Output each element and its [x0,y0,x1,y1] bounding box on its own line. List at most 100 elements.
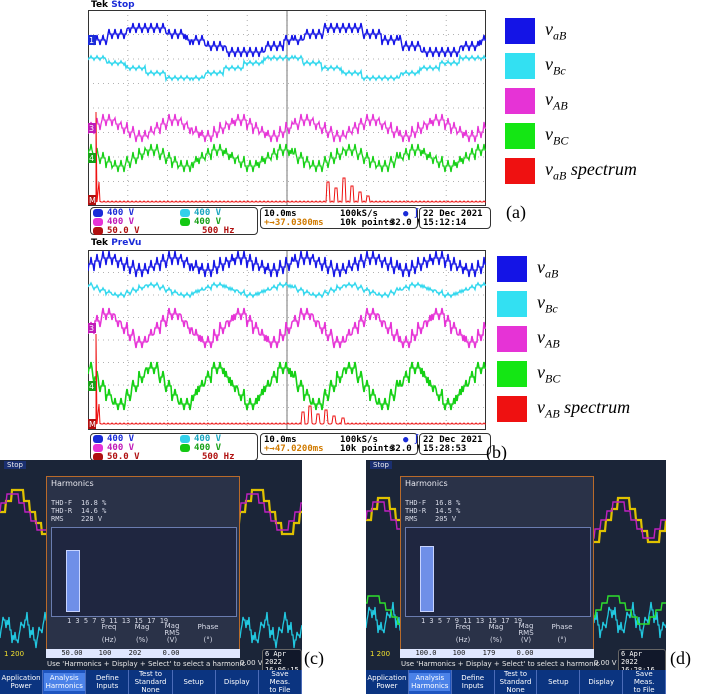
timebase-box [260,433,418,455]
harmonics-title: Harmonics [405,479,448,488]
softkey-button[interactable]: Setup [173,670,216,694]
readout-bar-a: 400 V 400 V 400 V 400 V 50.0 V 500 Hz 10… [88,206,504,236]
harmonics-panel: Harmonics THD-F 16.8 % THD-R 14.6 % RMS … [46,476,240,650]
val-phase: 0.00 [516,649,534,657]
panel-c: Stop Harmonics THD-F 16.8 % THD-R 14.6 %… [0,460,352,694]
acq-state: Stop [370,461,392,469]
legend-swatch [505,53,535,79]
panel-tag-c: (c) [304,648,324,668]
legend-label: vBc [545,53,566,78]
unit-mag-rms: (V) [520,636,532,644]
legend-label: vBc [537,291,558,316]
softkey-button[interactable]: Setup [537,670,581,694]
softkey-label: Application Power [1,674,41,690]
trace-v-BC [88,361,486,411]
softkey-label: Analysis Harmonics [409,673,451,691]
trigger-level: 32.0 V [390,218,423,228]
timebase: 10.0ms [264,209,297,219]
brand-label: Tek [91,0,109,10]
softkey-label: Display [223,678,250,686]
softkey-button[interactable]: Analysis Harmonics [43,670,87,694]
col-freq: Freq [455,623,471,631]
acq-state: Stop [4,461,26,469]
unit-freq: (Hz) [101,636,117,644]
datetime-box [419,433,491,455]
softkey-button[interactable]: Application Power [0,670,44,694]
harmonic-orders: 1 3 5 7 9 11 13 15 17 19 [67,617,169,625]
time: 15:12:14 [423,218,467,228]
thd-r-label: THD-R [51,507,73,515]
ch1-scale: 400 V [93,434,134,444]
harmonics-panel: Harmonics THD-F 16.8 % THD-R 14.5 % RMS … [400,476,594,650]
legend-label: vAB spectrum [537,396,631,421]
softkey-label: Test to Standard None [499,670,532,694]
selected-harmonic-row[interactable]: 100.0 100 179 0.00 [400,649,594,658]
time: 15:28:53 [423,444,467,454]
trigger-source-icon: ● ∫ [403,209,420,219]
rms-label: RMS [405,515,418,523]
channel-marker [88,381,96,391]
ch3-scale: 400 V [93,443,134,453]
scope-screen-b[interactable]: 3 4 M [88,250,486,430]
softkey-button[interactable]: Save Meas. to File [259,670,302,694]
val-phase: 0.00 [162,649,180,657]
softkey-button[interactable]: Save Meas. to File [623,670,667,694]
legend-label: vAB [545,88,568,113]
date: 22 Dec 2021 [423,435,483,445]
channel-marker [88,419,96,429]
softkey-button[interactable]: Test to Standard None [495,670,538,694]
thd-f-value: 16.8 % [81,499,107,507]
softkey-button[interactable]: Define Inputs [86,670,130,694]
fundamental-bar[interactable] [66,550,80,612]
softkey-button[interactable]: Display [216,670,259,694]
softkey-label: Save Meas. to File [269,670,291,694]
harmonics-screen-d: Stop Harmonics THD-F 16.8 % THD-R 14.5 %… [366,460,666,694]
trace-v-aB [88,22,486,58]
thd-f-label: THD-F [51,499,73,507]
softkey-label: Application Power [367,674,407,690]
ch3-scale: 400 V [93,217,134,227]
col-freq: Freq [101,623,117,631]
channel-scale-box [90,433,258,461]
softkey-button[interactable]: Application Power [366,670,409,694]
legend-item: vAB [497,326,560,352]
softkey-label: Test to Standard None [134,670,167,694]
selected-harmonic-row[interactable]: 50.00 100 202 0.00 [46,649,240,658]
col-phase: Phase [197,623,219,631]
harmonic-hint: Use 'Harmonics + Display + Select' to se… [47,660,246,668]
unit-phase: (°) [203,636,213,644]
softkey-button[interactable]: Define Inputs [452,670,495,694]
harmonic-bar-chart [405,527,591,617]
legend-label: vBC [545,123,569,148]
fundamental-bar[interactable] [420,546,434,612]
legend-swatch [497,291,527,317]
trigger-source-icon: ● ∫ [403,435,420,445]
softkey-button[interactable]: Display [580,670,624,694]
thd-f-label: THD-F [405,499,427,507]
unit-phase: (°) [557,636,567,644]
thd-f-value: 16.8 % [435,499,461,507]
record-length: 10k points [340,218,395,228]
legend-label: vaB [545,18,567,43]
unit-mag-rms: (V) [166,636,178,644]
val-mag: 100 [98,649,112,657]
trigger-offset: +→47.0200ms [264,444,324,454]
trace-v-AB [88,307,486,349]
thd-r-value: 14.5 % [435,507,461,515]
scope-header-b: Tek PreVu [91,238,141,248]
softkey-button[interactable]: Analysis Harmonics [408,670,452,694]
channel-marker [88,195,96,205]
channel-marker-label: 1 [89,36,94,45]
softkey-bar-c: Application Power Analysis Harmonics Defin… [0,670,302,694]
scope-screen-a[interactable]: 1 3 4 M [88,10,486,206]
math-freq: 500 Hz [202,226,235,236]
trace-v-Bc [88,53,486,83]
col-mag-rms: Mag RMS [164,622,180,637]
harmonics-title: Harmonics [51,479,94,488]
legend-item: vBC [505,123,568,149]
math-freq: 500 Hz [202,452,235,462]
col-mag: Mag [488,623,504,631]
softkey-button[interactable]: Test to Standard None [129,670,173,694]
channel-readout: 1 200 [370,650,391,658]
col-mag-rms: Mag RMS [518,622,534,637]
